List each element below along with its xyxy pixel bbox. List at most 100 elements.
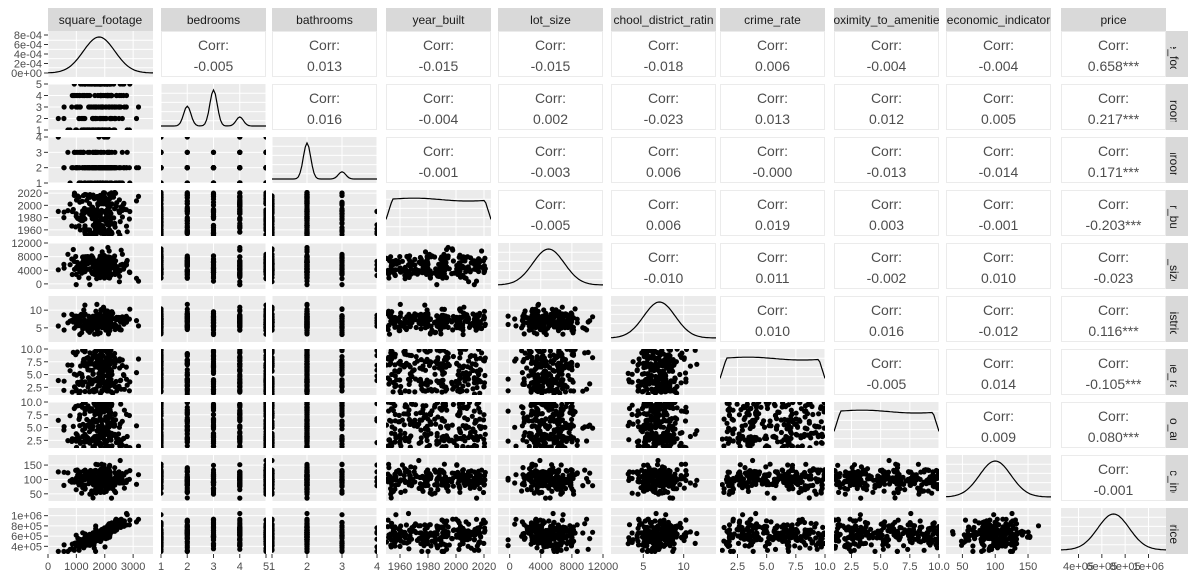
scatter-point: [408, 271, 414, 277]
row-strip-label: ear_buil: [1167, 192, 1181, 235]
scatter-point: [374, 377, 377, 384]
scatter-point: [568, 310, 574, 316]
scatter-point: [93, 364, 99, 370]
scatter-point: [73, 127, 80, 130]
scatter-point: [422, 367, 429, 373]
scatter-point: [67, 201, 73, 207]
scatter-point: [124, 149, 130, 155]
scatter-point: [535, 308, 541, 314]
row-strip-bg: [1166, 508, 1188, 554]
scatter-point: [92, 351, 98, 357]
scatter-point: [304, 380, 310, 386]
scatter-point: [555, 373, 561, 380]
scatter-point: [417, 254, 423, 261]
scatter-point: [543, 327, 549, 333]
scatter-point: [460, 365, 466, 371]
scatter-point: [639, 350, 645, 356]
panel-bg: [720, 349, 825, 395]
scatter-point: [90, 371, 96, 377]
corr-panel: [1061, 84, 1166, 130]
scatter-point: [386, 267, 391, 273]
scatter-point: [97, 115, 103, 122]
scatter-point: [237, 165, 243, 171]
scatter-point: [667, 353, 673, 359]
scatter-point: [479, 350, 485, 356]
scatter-point: [437, 349, 443, 354]
column-strip-bg: [272, 8, 377, 31]
scatter-point: [114, 388, 120, 394]
scatter-point: [647, 380, 654, 386]
scatter-point: [161, 248, 164, 254]
scatter-point: [339, 388, 345, 394]
scatter-point: [119, 115, 125, 122]
scatter-point: [161, 259, 164, 265]
scatter-point: [61, 265, 67, 271]
row-strip-bg: [1166, 349, 1188, 395]
scatter-point: [73, 253, 79, 260]
scatter-point: [398, 383, 404, 390]
corr-panel: [1061, 31, 1166, 77]
scatter-point: [85, 354, 91, 361]
scatter-point: [535, 301, 542, 307]
scatter-point: [237, 361, 243, 367]
scatter-point: [81, 127, 88, 130]
scatter-point: [84, 364, 90, 370]
scatter-point: [449, 381, 455, 387]
scatter-point: [113, 202, 119, 208]
row-strip-bg: [1166, 137, 1188, 183]
scatter-point: [374, 373, 377, 379]
scatter-point: [386, 331, 393, 337]
scatter-point: [112, 360, 118, 366]
scatter-point: [77, 92, 83, 99]
scatter-point: [99, 92, 105, 99]
scatter-point: [82, 263, 88, 269]
scatter-point: [635, 388, 641, 394]
scatter-point: [263, 349, 266, 354]
scatter-point: [161, 191, 164, 197]
scatter-point: [648, 361, 654, 367]
scatter-point: [73, 316, 80, 322]
scatter-point: [184, 149, 190, 155]
corr-panel: [272, 84, 377, 130]
scatter-point: [99, 180, 105, 183]
scatter-point: [161, 271, 164, 277]
scatter-point: [456, 322, 462, 328]
scatter-point: [161, 316, 164, 322]
scatter-point: [397, 377, 403, 383]
scatter-point: [116, 279, 122, 285]
panel-bg: [272, 137, 377, 183]
scatter-point: [80, 192, 87, 199]
scatter-point: [61, 209, 67, 215]
scatter-point: [389, 371, 395, 378]
scatter-point: [101, 380, 108, 386]
scatter-point: [407, 315, 413, 321]
column-strip-label: oximity_to_amenitie: [833, 13, 939, 27]
scatter-point: [184, 201, 190, 207]
panel-grid: [161, 137, 266, 183]
row-strip-bg: [1166, 84, 1188, 130]
scatter-point: [374, 349, 377, 354]
scatter-point: [210, 202, 217, 208]
scatter-point: [659, 376, 665, 382]
scatter-point: [541, 307, 547, 313]
row-strip-label: y_to_am: [1167, 402, 1181, 448]
row-strip-bg: [1166, 243, 1188, 289]
scatter-point: [519, 370, 526, 376]
scatter-point: [123, 92, 130, 99]
scatter-point: [660, 368, 667, 374]
scatter-point: [678, 380, 684, 386]
scatter-point: [263, 251, 266, 257]
scatter-point: [403, 326, 409, 333]
scatter-point: [117, 378, 123, 384]
scatter-point: [92, 229, 98, 235]
scatter-point: [105, 206, 111, 212]
scatter-point: [101, 232, 107, 236]
scatter-point: [563, 362, 570, 368]
scatter-point: [263, 384, 266, 390]
scatter-point: [465, 372, 471, 378]
scatter-point: [574, 316, 580, 322]
scatter-point: [472, 323, 478, 329]
scatter-point: [121, 386, 127, 392]
scatter-point: [263, 390, 266, 395]
scatter-point: [161, 306, 164, 312]
